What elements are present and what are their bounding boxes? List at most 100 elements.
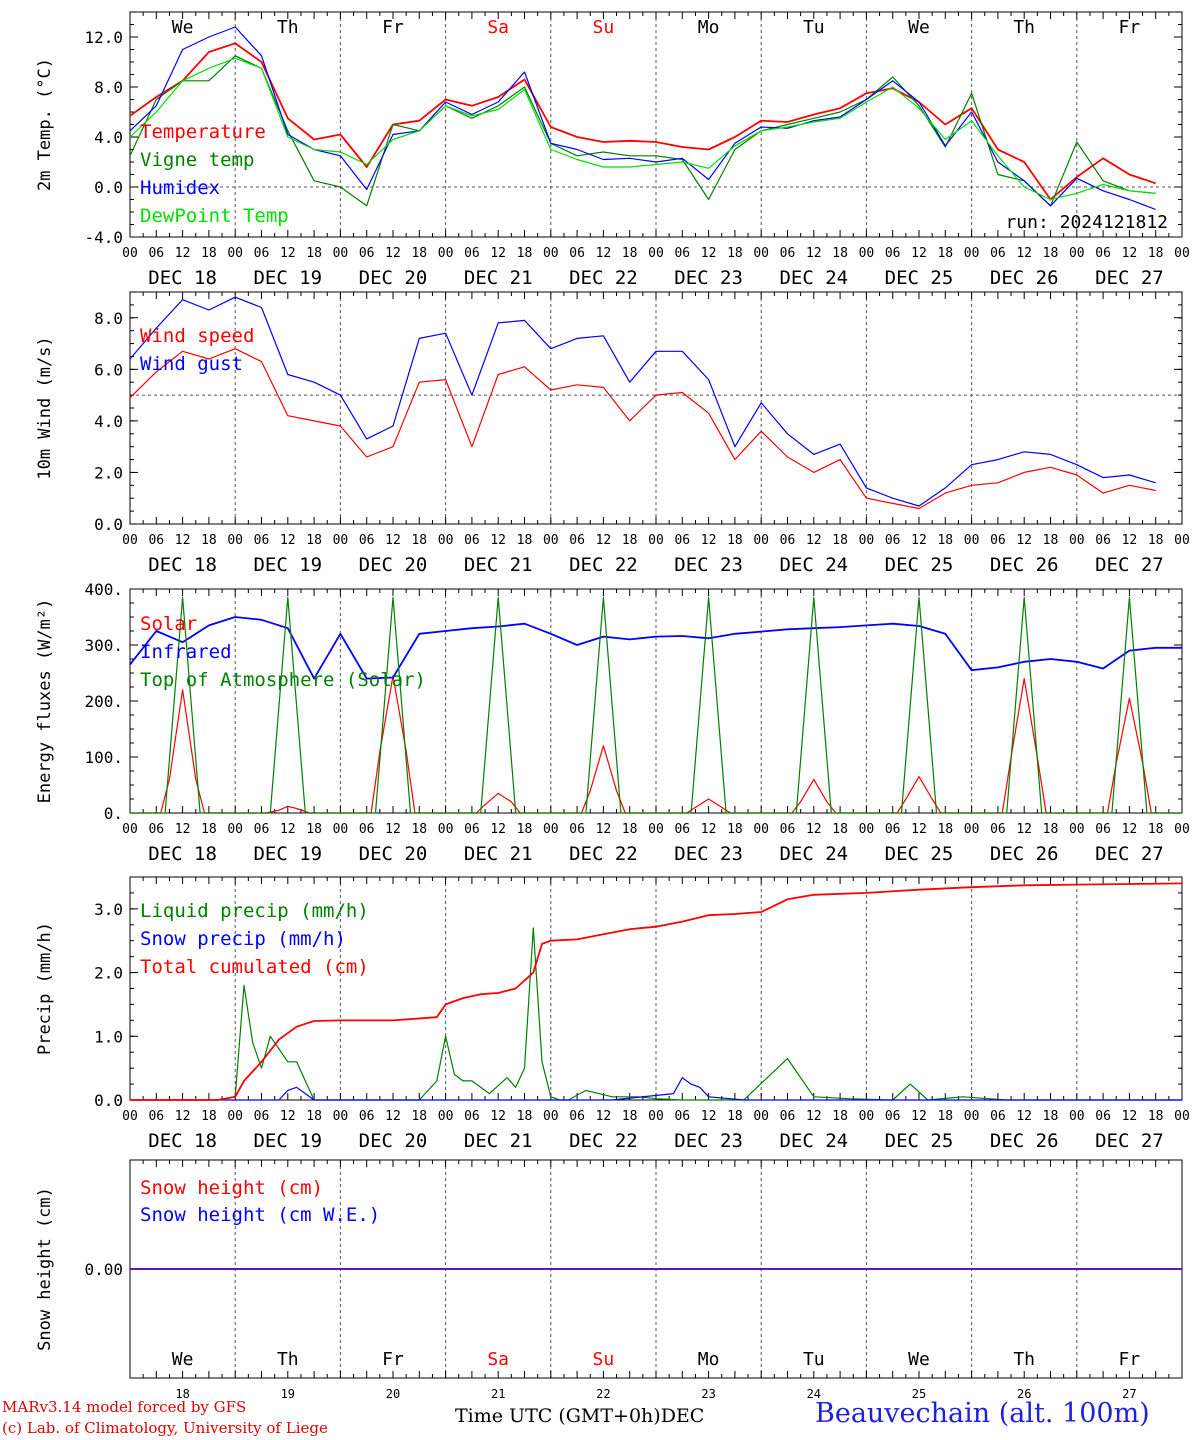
- date-label: DEC 21: [464, 267, 533, 289]
- hour-tick-label: 00: [438, 533, 454, 548]
- day-number-label: 19: [281, 1387, 295, 1401]
- hour-tick-label: 06: [990, 533, 1006, 548]
- hour-tick-label: 12: [1016, 822, 1032, 837]
- y-axis-label: 2m Temp. (°C): [35, 58, 55, 191]
- day-name: Mo: [698, 1349, 720, 1370]
- hour-tick-label: 18: [622, 1109, 638, 1124]
- hour-tick-label: 18: [201, 533, 217, 548]
- hour-tick-label: 00: [648, 822, 664, 837]
- hour-tick-label: 06: [990, 822, 1006, 837]
- hour-tick-label: 18: [937, 822, 953, 837]
- hour-tick-label: 06: [1095, 822, 1111, 837]
- date-label: DEC 18: [148, 843, 217, 865]
- hour-tick-label: 00: [1069, 1109, 1085, 1124]
- date-label: DEC 22: [569, 554, 638, 576]
- date-label: DEC 26: [990, 554, 1059, 576]
- hour-tick-label: 12: [1122, 246, 1138, 261]
- y-tick-label: 2.0: [94, 964, 123, 983]
- day-name: Th: [277, 17, 299, 38]
- hour-tick-label: 12: [701, 246, 717, 261]
- hour-tick-label: 06: [990, 1109, 1006, 1124]
- legend-entry: Solar: [140, 613, 197, 635]
- date-label: DEC 18: [148, 267, 217, 289]
- day-number-label: 25: [912, 1387, 926, 1401]
- hour-tick-label: 00: [753, 533, 769, 548]
- hour-tick-label: 00: [1069, 822, 1085, 837]
- hour-tick-label: 00: [753, 1109, 769, 1124]
- hour-tick-label: 00: [1174, 822, 1190, 837]
- hour-tick-label: 00: [227, 822, 243, 837]
- hour-tick-label: 18: [727, 1109, 743, 1124]
- hour-tick-label: 18: [411, 822, 427, 837]
- hour-tick-label: 00: [227, 1109, 243, 1124]
- hour-tick-label: 00: [543, 822, 559, 837]
- station-name: Beauvechain (alt. 100m): [815, 1398, 1150, 1429]
- date-label: DEC 25: [885, 1130, 954, 1152]
- y-tick-label: 4.0: [94, 412, 123, 431]
- date-label: DEC 19: [253, 267, 322, 289]
- hour-tick-label: 00: [438, 246, 454, 261]
- hour-tick-label: 12: [385, 822, 401, 837]
- y-tick-label: 2.0: [94, 463, 123, 482]
- hour-tick-label: 06: [359, 246, 375, 261]
- day-number-label: 26: [1017, 1387, 1031, 1401]
- hour-tick-label: 00: [122, 1109, 138, 1124]
- hour-tick-label: 12: [490, 533, 506, 548]
- hour-tick-label: 06: [674, 533, 690, 548]
- hour-tick-label: 06: [780, 822, 796, 837]
- hour-tick-label: 06: [674, 1109, 690, 1124]
- day-number-label: 20: [386, 1387, 400, 1401]
- hour-tick-label: 06: [569, 246, 585, 261]
- hour-tick-label: 12: [490, 1109, 506, 1124]
- series-line-liquid-precip-mm-h-: [130, 927, 1182, 1101]
- hour-tick-label: 00: [333, 533, 349, 548]
- hour-tick-label: 18: [622, 533, 638, 548]
- hour-tick-label: 12: [596, 1109, 612, 1124]
- hour-tick-label: 12: [280, 822, 296, 837]
- hour-tick-label: 00: [122, 246, 138, 261]
- day-name: Mo: [698, 17, 720, 38]
- y-tick-label: 4.0: [94, 128, 123, 147]
- hour-tick-label: 06: [569, 533, 585, 548]
- hour-tick-label: 00: [1174, 533, 1190, 548]
- hour-tick-label: 00: [122, 822, 138, 837]
- hour-tick-label: 12: [806, 822, 822, 837]
- panel-4: [129, 876, 1183, 1101]
- date-label: DEC 26: [990, 1130, 1059, 1152]
- hour-tick-label: 12: [385, 246, 401, 261]
- date-label: DEC 18: [148, 1130, 217, 1152]
- x-axis-month: DEC: [660, 1405, 705, 1427]
- legend-entry: Snow height (cm W.E.): [140, 1204, 380, 1226]
- hour-tick-label: 18: [517, 822, 533, 837]
- hour-tick-label: 18: [727, 533, 743, 548]
- hour-tick-label: 06: [464, 822, 480, 837]
- y-tick-label: 0.0: [94, 515, 123, 534]
- legend-entry: Liquid precip (mm/h): [140, 900, 369, 922]
- hour-tick-label: 12: [490, 246, 506, 261]
- y-axis-label: 10m Wind (m/s): [35, 336, 55, 479]
- hour-tick-label: 00: [648, 246, 664, 261]
- date-label: DEC 25: [885, 843, 954, 865]
- legend-entry: Vigne temp: [140, 149, 254, 171]
- y-tick-label: 0.: [104, 804, 123, 823]
- plot-frame: [129, 588, 1183, 814]
- date-label: DEC 23: [674, 554, 743, 576]
- y-tick-label: 0.0: [94, 178, 123, 197]
- series-line-humidex: [129, 26, 1156, 211]
- date-label: DEC 19: [253, 843, 322, 865]
- credit-line-2: (c) Lab. of Climatology, University of L…: [2, 1419, 328, 1437]
- y-axis-label: Energy fluxes (W/m²): [35, 599, 55, 804]
- series-line-top-of-atmosphere-solar-: [130, 596, 1182, 814]
- day-name: Su: [593, 17, 615, 38]
- hour-tick-label: 00: [859, 1109, 875, 1124]
- date-label: DEC 19: [253, 1130, 322, 1152]
- hour-tick-label: 00: [753, 246, 769, 261]
- hour-tick-label: 00: [964, 246, 980, 261]
- date-label: DEC 20: [359, 843, 428, 865]
- day-name: Th: [1013, 1349, 1035, 1370]
- hour-tick-label: 06: [674, 246, 690, 261]
- date-label: DEC 22: [569, 267, 638, 289]
- hour-tick-label: 12: [1016, 533, 1032, 548]
- y-tick-label: 0.00: [84, 1260, 123, 1279]
- hour-tick-label: 06: [885, 822, 901, 837]
